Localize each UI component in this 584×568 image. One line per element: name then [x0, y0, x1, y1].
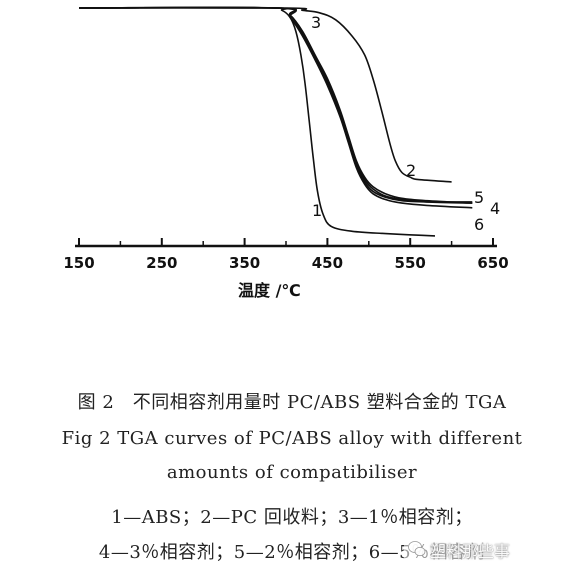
figure-caption-english-line1: Fig 2 TGA curves of PC/ABS alloy with di…: [61, 428, 523, 449]
x-axis-label: 温度 /℃: [237, 281, 301, 300]
curve-label-2: 2: [406, 161, 416, 180]
figure-caption-chinese: 图 2 不同相容剂用量时 PC/ABS 塑料合金的 TGA: [77, 392, 507, 413]
figure-caption-english-line2: amounts of compatibiliser: [166, 462, 418, 483]
watermark-text: 塑料那些事: [430, 542, 511, 561]
x-tick-label: 550: [395, 254, 426, 272]
legend-line-2: 4—3％相容剂；5—2％相容剂；6—5％相容剂: [98, 542, 486, 563]
curve-label-6: 6: [474, 215, 484, 234]
curve-label-5: 5: [474, 188, 484, 207]
curve-label-4: 4: [490, 199, 500, 218]
x-tick-label: 450: [312, 254, 343, 272]
tga-chart: 150 250 350 450 550 650 温度 /℃ 1 2 3 4 5 6: [63, 6, 509, 300]
x-axis-ticks: 150 250 350 450 550 650: [63, 238, 509, 272]
tga-curves: [78, 6, 473, 237]
x-tick-label: 250: [146, 254, 177, 272]
x-tick-label: 350: [229, 254, 260, 272]
wechat-icon: [408, 541, 426, 557]
x-tick-label: 650: [477, 254, 508, 272]
curve-label-3: 3: [311, 13, 321, 32]
tga-curve-6: [78, 6, 473, 209]
curve-label-1: 1: [312, 201, 322, 220]
tga-curve-2: [78, 7, 452, 183]
tga-curve-1: [78, 7, 436, 237]
curve-labels: 1 2 3 4 5 6: [311, 13, 500, 234]
legend-line-1: 1—ABS；2—PC 回收料；3—1％相容剂；: [111, 507, 473, 528]
x-tick-label: 150: [63, 254, 94, 272]
watermark: 塑料那些事: [404, 536, 580, 562]
